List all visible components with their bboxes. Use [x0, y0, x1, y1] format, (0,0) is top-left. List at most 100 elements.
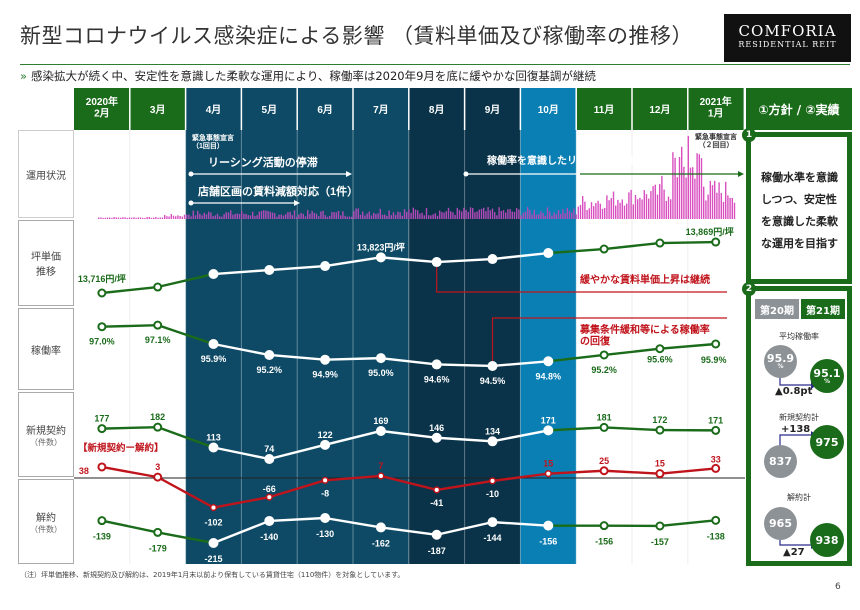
leasing-activity-bar — [683, 166, 685, 219]
price-point — [320, 261, 331, 272]
price-line-segment — [157, 272, 214, 289]
leasing-activity-bar — [630, 189, 632, 219]
occupancy-point — [543, 356, 554, 367]
occupancy-point — [711, 339, 721, 349]
arrow-head — [738, 171, 744, 177]
net-data-label: -102 — [204, 518, 222, 528]
leasing-activity-bar — [533, 209, 535, 219]
month-header-bg — [129, 88, 186, 130]
leasing-activity-bar — [425, 208, 428, 219]
leasing-activity-bar — [417, 210, 419, 219]
cancel-delta: ▲27 — [783, 547, 805, 558]
period-shade-apr-jul — [185, 88, 409, 564]
leasing-activity-bar — [201, 215, 203, 219]
leasing-activity-bar — [676, 177, 678, 219]
leasing-activity-bar — [500, 211, 502, 219]
leasing-activity-bar — [571, 212, 573, 219]
leasing-activity-bar — [368, 211, 370, 219]
badge-1: 1 — [742, 128, 756, 142]
month-label: 8月 — [429, 104, 445, 116]
cancel-line-segment — [324, 516, 382, 529]
leasing-activity-bar — [186, 214, 188, 219]
new-line-segment — [548, 426, 605, 432]
leasing-activity-bar — [390, 215, 392, 219]
price-data-label: 13,869円/坪 — [686, 226, 734, 237]
price-line-segment — [269, 264, 326, 272]
occupancy-point — [599, 350, 609, 360]
price-line-segment — [492, 251, 549, 261]
occupancy-point — [320, 354, 331, 365]
leasing-activity-bar — [487, 207, 489, 219]
leasing-activity-bar — [260, 210, 263, 219]
leasing-activity-bar — [465, 209, 467, 219]
leasing-activity-bar — [535, 214, 538, 219]
occupancy-data-label: 94.8% — [536, 371, 562, 381]
leasing-activity-bar — [236, 213, 238, 219]
leasing-activity-bar — [203, 212, 205, 219]
leasing-activity-bar — [626, 203, 628, 219]
leasing-activity-bar — [516, 208, 518, 219]
leasing-activity-bar — [643, 190, 645, 219]
occupancy-data-label: 95.6% — [647, 355, 673, 365]
leasing-activity-bar — [128, 217, 131, 219]
leasing-activity-bar — [527, 207, 529, 219]
leasing-activity-bar — [458, 210, 461, 219]
row-label-new: 新規契約 （件数） — [18, 392, 74, 477]
cancel-data-label: -179 — [149, 543, 167, 553]
new-point — [487, 436, 498, 447]
leasing-activity-bar — [579, 204, 582, 219]
new-point — [599, 422, 609, 432]
leasing-activity-bar — [612, 191, 615, 219]
price-line-segment — [436, 257, 493, 264]
leasing-activity-bar — [577, 206, 579, 219]
new-data-label: 146 — [429, 423, 444, 433]
cancel-point — [487, 517, 498, 528]
row-label-price: 坪単価 推移 — [18, 220, 74, 306]
chevron-icon: » — [20, 69, 28, 83]
leasing-activity-bar — [628, 192, 630, 219]
leasing-activity-bar — [302, 213, 304, 219]
leasing-activity-bar — [678, 157, 681, 219]
leasing-activity-bar — [234, 213, 236, 219]
leasing-activity-bar — [696, 153, 698, 219]
title-divider — [20, 64, 850, 65]
leasing-activity-bar — [445, 211, 447, 219]
new-data-label: 134 — [485, 426, 500, 436]
leasing-activity-bar — [322, 210, 324, 219]
net-point — [97, 462, 107, 472]
cancel-data-label: -139 — [93, 532, 111, 542]
leasing-activity-bar — [181, 216, 183, 219]
leasing-activity-bar — [197, 210, 199, 219]
net-line-segment — [659, 467, 716, 475]
leasing-activity-bar — [564, 213, 566, 219]
leasing-activity-bar — [546, 207, 549, 219]
leasing-activity-bar — [278, 214, 280, 219]
occupancy-point — [208, 339, 219, 349]
price-point — [264, 265, 275, 276]
logo-line1: COMFORIA — [738, 22, 837, 40]
new-line-segment — [436, 436, 493, 443]
price-point — [711, 237, 721, 247]
price-line-segment — [213, 268, 270, 276]
leasing-activity-bar — [542, 213, 544, 219]
leasing-activity-bar — [685, 177, 687, 219]
leasing-activity-bar — [126, 217, 128, 219]
leasing-activity-bar — [104, 217, 106, 219]
new-point — [543, 425, 554, 436]
leasing-activity-bar — [265, 210, 267, 219]
new-point — [264, 454, 275, 464]
leasing-activity-bar — [463, 207, 465, 219]
leasing-activity-bar — [648, 198, 650, 219]
leasing-activity-bar — [502, 210, 505, 219]
leasing-activity-bar — [608, 200, 610, 219]
occupancy-point — [375, 353, 386, 364]
month-label: 4月 — [206, 104, 222, 116]
leasing-activity-bar — [474, 212, 476, 219]
occupancy-data-label: 95.2% — [257, 365, 283, 375]
occupancy-data-label: 97.0% — [89, 337, 115, 347]
annotation-occupancy-recovery: 募集条件緩和等による稼働率の回復 — [579, 323, 710, 348]
net-data-label: 15 — [655, 459, 665, 469]
month-header-bg — [576, 88, 632, 130]
leasing-activity-bar — [329, 215, 331, 219]
